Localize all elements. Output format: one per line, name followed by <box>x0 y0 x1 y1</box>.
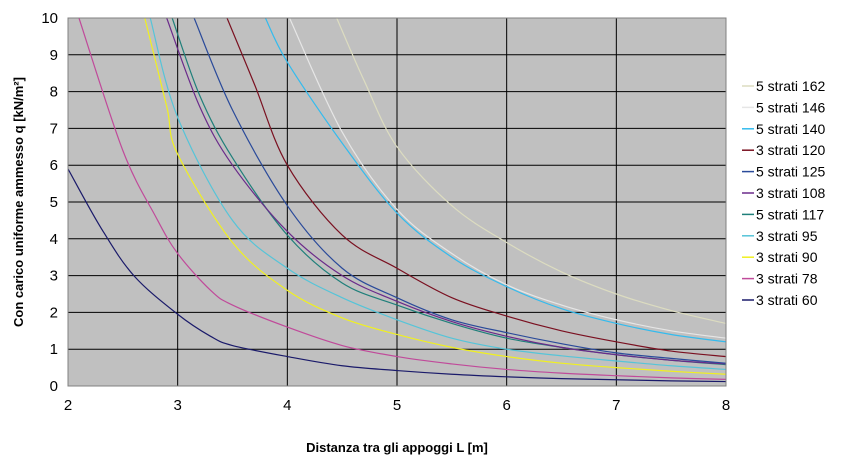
legend-label: 3 strati 120 <box>756 142 825 158</box>
series-line <box>193 18 726 364</box>
legend-label: 5 strati 140 <box>756 121 825 137</box>
y-tick-label: 0 <box>50 378 58 395</box>
series-line <box>264 18 726 343</box>
series-layer <box>68 18 726 383</box>
x-tick-label: 5 <box>393 397 401 414</box>
x-tick-label: 8 <box>722 397 730 414</box>
y-tick-label: 2 <box>50 304 58 321</box>
y-tick-label: 6 <box>50 157 58 174</box>
y-tick-label: 1 <box>50 341 58 358</box>
x-tick-label: 2 <box>64 397 72 414</box>
y-tick-label: 9 <box>50 47 58 64</box>
legend-label: 5 strati 117 <box>756 206 824 222</box>
series-line <box>144 18 726 375</box>
y-tick-label: 4 <box>50 231 58 248</box>
x-tick-labels: 2 3 4 5 6 7 8 <box>64 397 730 414</box>
series-line <box>68 168 726 383</box>
legend-label: 5 strati 125 <box>756 164 825 180</box>
y-tick-label: 10 <box>41 10 58 27</box>
x-tick-label: 4 <box>283 397 291 414</box>
x-tick-label: 6 <box>502 397 510 414</box>
y-tick-label: 7 <box>50 120 58 137</box>
legend-label: 3 strati 90 <box>756 249 818 265</box>
y-tick-label: 3 <box>50 268 58 285</box>
legend: 5 strati 162 5 strati 146 5 strati 140 3 st… <box>742 78 825 308</box>
legend-label: 3 strati 60 <box>756 292 818 308</box>
series-line <box>336 18 726 325</box>
y-tick-labels: 0 1 2 3 4 5 6 7 8 9 10 <box>41 10 58 395</box>
x-tick-label: 3 <box>173 397 181 414</box>
y-axis-title: Con carico uniforme ammesso q [kN/m²] <box>11 77 26 327</box>
y-tick-label: 5 <box>50 194 58 211</box>
series-line <box>78 18 726 380</box>
series-line <box>166 18 726 365</box>
series-line <box>226 18 726 358</box>
series-line <box>149 18 726 371</box>
x-tick-label: 7 <box>612 397 620 414</box>
legend-label: 3 strati 95 <box>756 228 818 244</box>
plot-border <box>67 17 727 387</box>
legend-label: 5 strati 146 <box>756 99 825 115</box>
series-line <box>288 18 726 339</box>
legend-label: 5 strati 162 <box>756 78 825 94</box>
legend-label: 3 strati 108 <box>756 185 825 201</box>
y-tick-label: 8 <box>50 84 58 101</box>
x-axis-title: Distanza tra gli appoggi L [m] <box>306 440 488 455</box>
legend-label: 3 strati 78 <box>756 271 818 287</box>
